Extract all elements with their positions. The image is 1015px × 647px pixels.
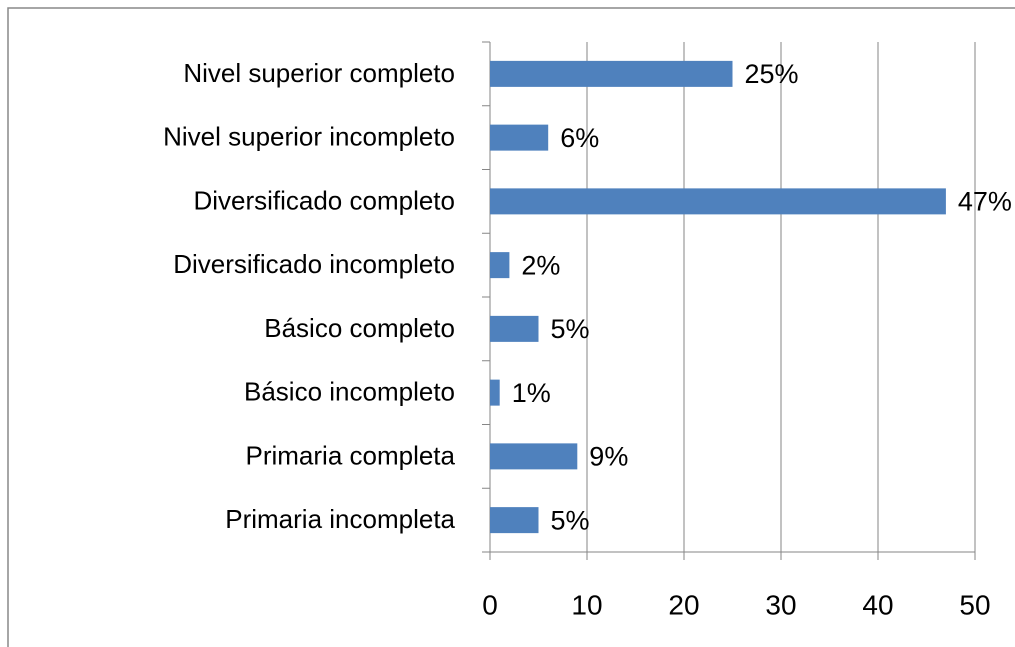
x-tick-label: 20 — [668, 589, 699, 620]
y-tick-label: Básico completo — [264, 313, 455, 343]
value-label: 6% — [560, 123, 599, 153]
y-tick-label: Nivel superior completo — [183, 58, 455, 88]
y-tick-label: Básico incompleto — [244, 377, 455, 407]
bar — [490, 60, 733, 87]
bar — [490, 315, 539, 342]
value-label: 25% — [745, 59, 799, 89]
y-tick-label: Diversificado incompleto — [173, 249, 455, 279]
y-tick-label: Diversificado completo — [193, 185, 455, 215]
bar — [490, 124, 549, 151]
value-label: 5% — [551, 505, 590, 535]
x-tick-label: 50 — [959, 589, 990, 620]
y-tick-label: Nivel superior incompleto — [163, 122, 455, 152]
value-label: 2% — [521, 250, 560, 280]
bar — [490, 252, 510, 279]
bar — [490, 188, 946, 215]
bar — [490, 379, 500, 406]
value-label: 1% — [512, 378, 551, 408]
value-label: 5% — [551, 314, 590, 344]
x-tick-label: 0 — [482, 589, 498, 620]
x-tick-label: 10 — [571, 589, 602, 620]
y-tick-label: Primaria completa — [245, 440, 455, 470]
x-tick-label: 30 — [765, 589, 796, 620]
value-label: 47% — [958, 187, 1012, 217]
x-tick-label: 40 — [862, 589, 893, 620]
value-label: 9% — [589, 442, 628, 472]
bar — [490, 507, 539, 534]
y-tick-label: Primaria incompleta — [225, 504, 455, 534]
bar — [490, 443, 578, 470]
